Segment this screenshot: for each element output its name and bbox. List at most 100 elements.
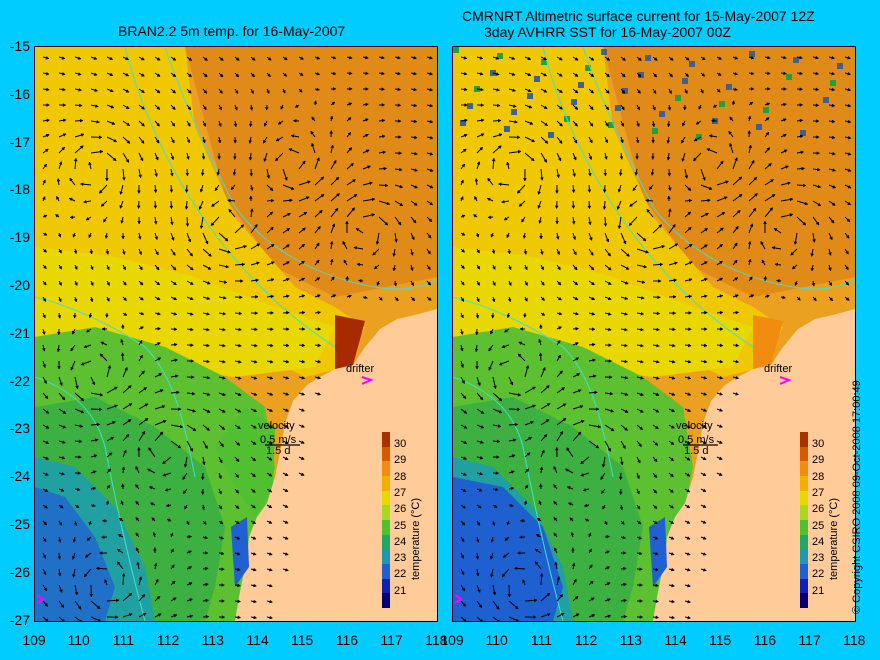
colorbar-swatch <box>800 549 808 565</box>
colorbar-tick-label: 29 <box>812 454 825 467</box>
drifter-marker <box>779 376 792 385</box>
x-tick-label: 113 <box>201 632 224 648</box>
colorbar-unit-label: temperature (°C) <box>828 497 840 580</box>
colorbar-tick-label: 24 <box>812 535 825 548</box>
right-velocity-label: velocity <box>676 420 713 432</box>
y-tick-label: -23 <box>9 420 30 437</box>
colorbar-tick-label: 21 <box>812 584 825 597</box>
left-drifter-label: drifter <box>346 363 375 375</box>
x-tick-label: 117 <box>380 632 403 648</box>
colorbar-swatch <box>800 593 808 609</box>
x-tick-label: 114 <box>664 632 687 648</box>
x-tick-label: 112 <box>156 632 180 648</box>
colorbar-tick-label: 28 <box>394 470 407 483</box>
x-tick-label: 112 <box>574 632 598 648</box>
right-drifter-label: drifter <box>764 363 793 375</box>
x-tick-label: 111 <box>112 632 135 648</box>
x-tick-label: 116 <box>335 632 359 648</box>
colorbar-unit-label: temperature (°C) <box>410 497 422 580</box>
colorbar-swatch <box>800 534 808 550</box>
colorbar-swatch <box>800 578 808 594</box>
x-tick-label: 109 <box>22 632 46 648</box>
colorbar-swatch <box>382 578 390 594</box>
bathymetry-contours <box>453 47 855 621</box>
y-tick-label: -20 <box>9 277 30 293</box>
drifter-marker <box>361 376 374 385</box>
colorbar-swatch <box>382 549 390 565</box>
colorbar-swatch <box>800 476 808 492</box>
colorbar-tick-label: 22 <box>394 568 407 581</box>
colorbar-tick-label: 26 <box>394 503 407 516</box>
colorbar-swatch <box>800 490 808 506</box>
y-tick-label: -19 <box>9 229 30 246</box>
colorbar-swatch <box>382 446 390 462</box>
colorbar-swatch <box>382 461 390 477</box>
colorbar-swatch <box>382 505 390 521</box>
x-tick-label: 110 <box>67 632 90 648</box>
right-map-panel <box>452 46 856 622</box>
y-tick-label: -24 <box>9 468 30 485</box>
colorbar-swatch <box>800 505 808 521</box>
velocity-vectors <box>41 55 434 621</box>
left-temperature-map <box>35 47 437 621</box>
bathymetry-contours <box>35 47 437 621</box>
colorbar-swatch <box>800 432 808 448</box>
colorbar-swatch <box>382 564 390 580</box>
colorbar-tick-label: 26 <box>812 503 825 516</box>
colorbar-swatch <box>382 476 390 492</box>
colorbar-swatch <box>382 534 390 550</box>
x-tick-label: 114 <box>246 632 269 648</box>
y-tick-label: -15 <box>9 38 30 54</box>
colorbar-tick-label: 27 <box>394 486 407 499</box>
colorbar-swatch <box>382 593 390 609</box>
drifter-marker-sw <box>36 594 45 604</box>
y-tick-label: -27 <box>9 611 30 628</box>
colorbar-swatch <box>800 520 808 536</box>
colorbar-tick-label: 30 <box>394 438 407 450</box>
velocity-vectors <box>459 55 852 621</box>
x-tick-label: 113 <box>619 632 642 648</box>
right-panel-title-line1: CMRNRT Altimetric surface current for 15… <box>462 8 815 24</box>
x-tick-label: 118 <box>843 632 866 648</box>
colorbar-swatch <box>800 461 808 477</box>
left-panel-title: BRAN2.2 5m temp. for 16-May-2007 <box>118 23 346 39</box>
left-speed-label: 0.5 m/s <box>260 434 297 446</box>
colorbar-tick-label: 24 <box>394 535 407 548</box>
colorbar-tick-label: 30 <box>812 438 825 450</box>
right-sst-map <box>453 47 855 621</box>
colorbar-tick-label: 27 <box>812 486 825 499</box>
y-tick-label: -21 <box>9 324 30 341</box>
left-map-panel <box>34 46 438 622</box>
x-tick-label: 111 <box>530 632 553 648</box>
left-velocity-label: velocity <box>258 420 295 432</box>
x-tick-label: 110 <box>485 632 508 648</box>
colorbar-tick-label: 29 <box>394 454 407 467</box>
y-tick-label: -22 <box>9 372 30 389</box>
colorbar-tick-label: 28 <box>812 470 825 483</box>
copyright-notice: © Copyright CSIRO 2008 09-Oct-2008 17:00… <box>851 380 863 614</box>
drifter-marker-sw <box>454 594 463 604</box>
y-tick-label: -16 <box>9 85 30 102</box>
colorbar-tick-label: 22 <box>812 568 825 581</box>
x-tick-label: 115 <box>709 632 732 648</box>
y-tick-label: -18 <box>9 181 30 198</box>
x-tick-label: 117 <box>798 632 821 648</box>
right-duration-label: 1.5 d <box>684 445 709 457</box>
colorbar-tick-label: 23 <box>394 552 407 565</box>
colorbar-tick-label: 25 <box>812 519 825 532</box>
x-tick-label: 115 <box>291 632 314 648</box>
x-tick-label: 118 <box>425 632 448 648</box>
colorbar-swatch <box>800 446 808 462</box>
left-duration-label: 1.5 d <box>266 445 291 457</box>
x-tick-label: 109 <box>440 632 464 648</box>
right-speed-label: 0.5 m/s <box>678 434 715 446</box>
y-tick-label: -25 <box>9 516 30 532</box>
colorbar-swatch <box>382 490 390 506</box>
right-panel-title-line2: 3day AVHRR SST for 16-May-2007 00Z <box>484 24 731 40</box>
x-tick-label: 116 <box>753 632 777 648</box>
colorbar-swatch <box>800 564 808 580</box>
colorbar-tick-label: 21 <box>394 584 407 597</box>
y-tick-label: -17 <box>9 133 30 150</box>
colorbar-swatch <box>382 432 390 448</box>
colorbar-swatch <box>382 520 390 536</box>
